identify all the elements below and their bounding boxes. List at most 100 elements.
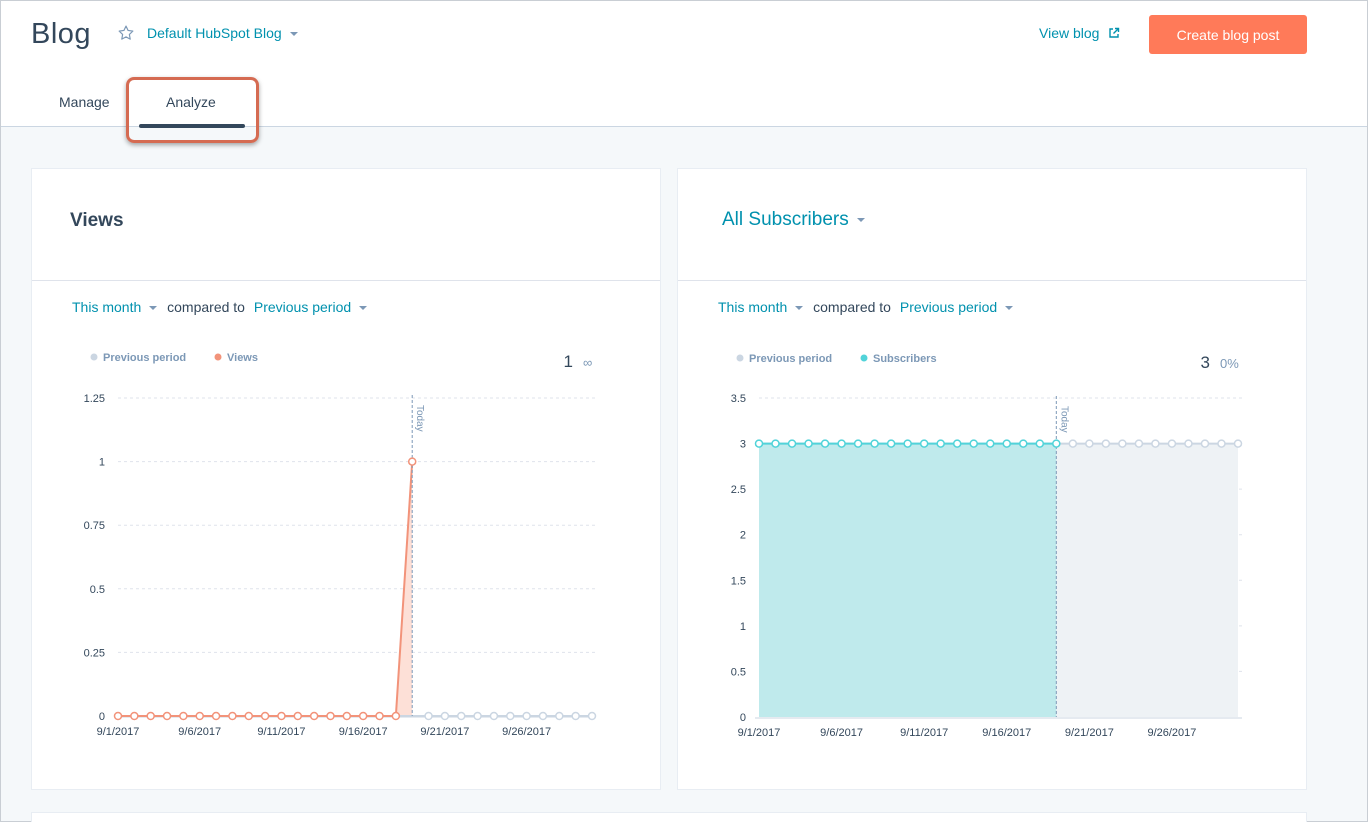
y-tick-label: 1 [740,621,746,633]
previous-period-point [571,711,580,721]
y-tick-label: 1 [99,457,105,469]
views-comparison-dropdown[interactable]: Previous period [253,299,368,315]
view-blog-link[interactable]: View blog [1039,25,1120,41]
create-blog-post-button[interactable]: Create blog post [1149,15,1307,54]
next-card-edge [31,812,1307,822]
previous-period-point [555,711,564,721]
page-title: Blog [31,18,92,50]
subscribers-point [1052,439,1061,448]
subscribers-point [787,439,797,448]
views-point [130,711,139,721]
views-comparison-label: Previous period [253,299,352,315]
legend-current-label: Views [227,352,258,364]
y-tick-label: 1.5 [731,575,746,587]
subscribers-point [886,439,896,448]
view-blog-label: View blog [1039,25,1100,41]
views-point [407,457,417,466]
legend-previous-marker [90,353,98,361]
previous-period-point [587,711,597,721]
blog-selector-dropdown[interactable]: Default HubSpot Blog [147,25,298,41]
views-point [146,711,155,721]
subscribers-comparison-dropdown[interactable]: Previous period [899,299,1014,315]
legend-previous-marker [736,354,744,362]
subscribers-point [919,439,929,448]
change-value: ∞ [583,355,592,370]
card-divider [678,280,1306,281]
views-point [211,711,221,721]
previous-period-point [1184,439,1193,448]
chevron-down-icon [289,32,298,37]
tab-analyze[interactable]: Analyze [166,94,216,110]
chevron-down-icon [795,306,804,311]
x-tick-label: 9/26/2017 [502,726,551,738]
previous-period-point [1217,439,1226,448]
x-tick-label: 9/1/2017 [738,727,781,739]
external-link-icon [1109,27,1120,38]
subscribers-list-dropdown[interactable]: All Subscribers [722,209,865,231]
x-tick-label: 9/11/2017 [900,727,948,739]
subscribers-point [1035,439,1045,448]
previous-period-point [1151,439,1160,448]
subscribers-point [804,439,813,448]
active-tab-indicator [139,124,245,128]
subscribers-point [820,439,830,448]
star-icon[interactable] [117,24,135,42]
previous-period-point [1200,439,1210,448]
tab-manage[interactable]: Manage [59,94,110,110]
y-tick-label: 0 [740,712,746,724]
legend-previous-label: Previous period [749,353,832,365]
chevron-down-icon [149,306,158,311]
x-tick-label: 9/6/2017 [820,727,863,739]
subscribers-comparison-label: Previous period [899,299,998,315]
chevron-down-icon [856,217,865,222]
legend-current-marker [214,353,222,361]
previous-period-point [456,711,466,721]
previous-period-point [522,711,531,721]
compared-to-label: compared to [813,299,891,315]
tab-highlight-annotation [126,77,259,143]
previous-period-point [1233,439,1243,448]
previous-period-point [440,711,450,721]
views-point [228,711,237,721]
chevron-down-icon [1005,306,1014,311]
y-tick-label: 0.5 [731,666,746,678]
blog-selector-label: Default HubSpot Blog [147,25,282,41]
compared-to-label: compared to [167,299,245,315]
views-point [326,711,335,721]
change-value: 0% [1220,356,1239,371]
y-tick-label: 2 [740,530,746,542]
y-tick-label: 2.5 [731,484,746,496]
y-tick-label: 0.5 [90,584,105,596]
y-tick-label: 0.25 [84,647,105,659]
subscribers-point [952,439,962,448]
views-card: Views This month compared to Previous pe… [31,168,661,790]
views-point [260,711,270,721]
previous-period-point [1085,439,1094,448]
views-point [375,711,384,721]
x-tick-label: 9/11/2017 [257,726,305,738]
views-point [293,711,303,721]
x-tick-label: 9/16/2017 [339,726,388,738]
subscribers-point [771,439,780,448]
views-point [358,711,368,721]
views-point [179,711,188,721]
y-tick-label: 3.5 [731,393,746,405]
x-tick-label: 9/21/2017 [1065,727,1114,739]
subscribers-date-range-dropdown[interactable]: This month [718,299,804,315]
y-tick-label: 3 [740,439,746,451]
previous-period-point [489,711,499,721]
y-tick-label: 1.25 [84,393,105,405]
views-chart: Previous period Views 1 ∞ 0 0.25 0.5 0.75 1 1.25 9… [84,352,597,738]
legend-current-marker [860,354,868,362]
views-date-range-dropdown[interactable]: This month [72,299,158,315]
subscribers-point [870,439,879,448]
previous-period-point [1101,439,1111,448]
previous-period-point [424,711,433,721]
views-filters: This month compared to Previous period [72,299,368,315]
chevron-down-icon [359,306,368,311]
views-date-range-label: This month [72,299,142,315]
subscribers-point [1002,439,1012,448]
previous-period-point [1134,439,1144,448]
views-point [113,711,123,721]
subscribers-point [969,439,978,448]
